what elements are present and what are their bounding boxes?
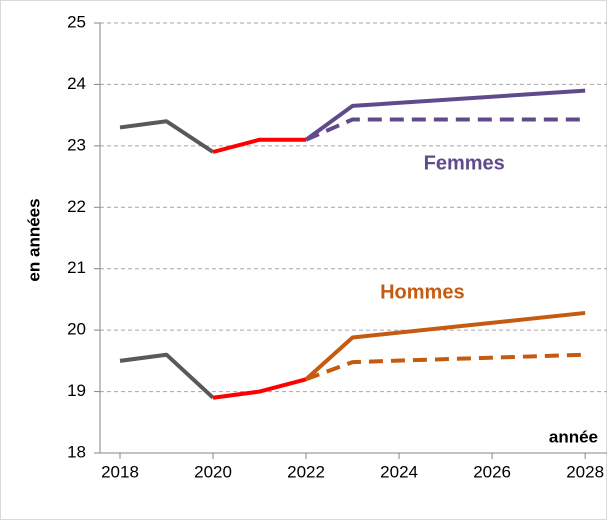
y-tick-label: 24 (67, 74, 86, 93)
y-tick-label: 23 (67, 135, 86, 154)
annotation: Hommes (380, 282, 464, 304)
y-tick-label: 19 (67, 381, 86, 400)
series-line (304, 88, 586, 142)
projection-line (305, 117, 586, 142)
y-tick-label: 21 (67, 258, 86, 277)
series-line (212, 377, 307, 400)
series-line (304, 310, 586, 381)
x-tick-label: 2026 (473, 462, 511, 481)
projection-line (305, 352, 586, 382)
y-axis-label: en années (24, 198, 43, 281)
y-tick-label: 18 (67, 442, 86, 461)
series-line (212, 137, 307, 154)
x-tick-label: 2024 (380, 462, 418, 481)
x-tick-label: 2018 (101, 462, 139, 481)
x-tick-label: 2020 (194, 462, 232, 481)
annotation: Femmes (424, 153, 505, 175)
series-line (119, 119, 215, 154)
x-axis-label: année (549, 427, 598, 446)
y-tick-label: 22 (67, 197, 86, 216)
x-tick-label: 2022 (287, 462, 325, 481)
y-tick-label: 20 (67, 320, 86, 339)
y-tick-label: 25 (67, 12, 86, 31)
series-line (119, 352, 215, 400)
x-tick-label: 2028 (566, 462, 604, 481)
